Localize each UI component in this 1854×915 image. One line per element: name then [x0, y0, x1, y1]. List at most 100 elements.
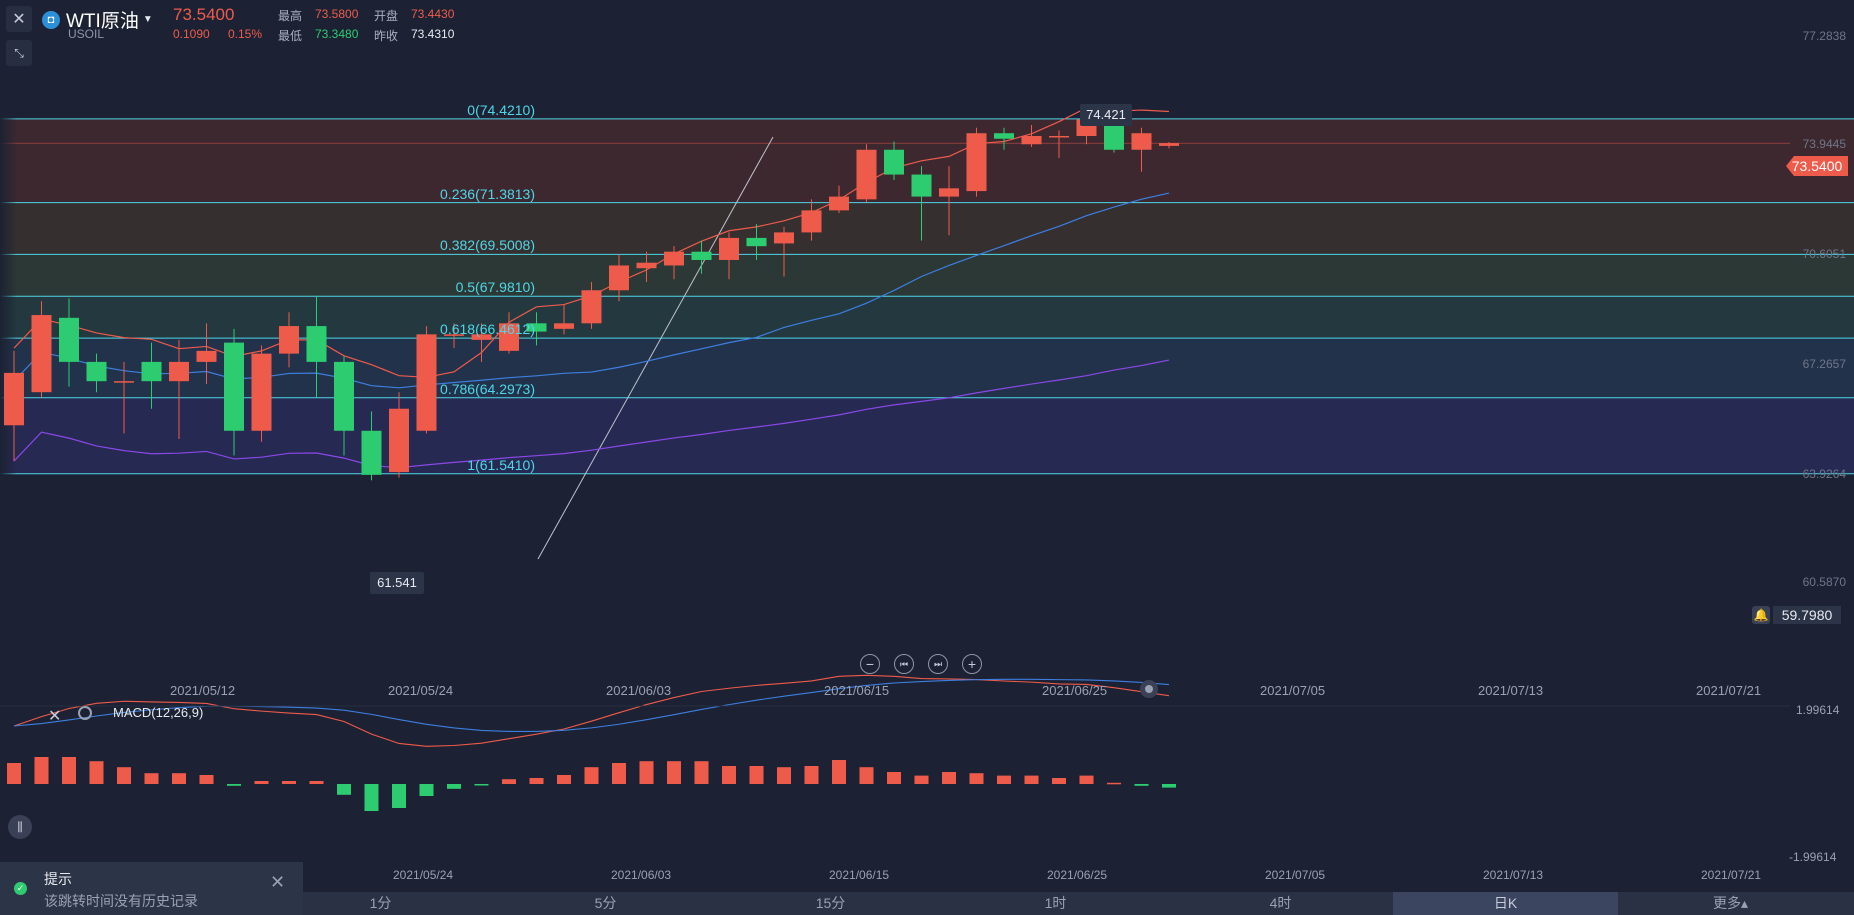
- timeframe-bar: 1分 5分 15分 1时 4时 日K 更多▴: [0, 892, 1854, 915]
- fib-trend-line: [537, 136, 774, 560]
- candle-body: [664, 251, 684, 266]
- timeframe-tab[interactable]: 1时: [1044, 895, 1067, 911]
- timeframe-tab[interactable]: 4时: [1269, 895, 1292, 911]
- indicator-tool-icon[interactable]: ⫼: [8, 815, 32, 839]
- candle-body: [334, 361, 354, 431]
- macd-histogram-bar: [914, 775, 929, 784]
- low-marker-text: 61.541: [377, 575, 417, 590]
- zoom-out-button[interactable]: −: [860, 654, 880, 674]
- macd-histogram-bar: [584, 767, 599, 784]
- timeframe-tab[interactable]: 1分: [369, 895, 392, 911]
- zoom-controls: − ⏮ ⏭ +: [860, 654, 982, 674]
- candle-body: [884, 149, 904, 175]
- fib-label: 0.236(71.3813): [440, 185, 535, 202]
- price-change: 0.1090: [173, 27, 210, 41]
- candle-body: [114, 381, 134, 383]
- timeframe-tab[interactable]: 15分: [815, 895, 846, 911]
- toast-message: 该跳转时间没有历史记录: [44, 893, 198, 909]
- macd-histogram-bar: [667, 761, 681, 784]
- fullscreen-toggle-button[interactable]: ⤡: [6, 40, 32, 66]
- date-label: 2021/05/12: [170, 683, 236, 698]
- fib-label: 0.786(64.2973): [440, 380, 535, 397]
- macd-histogram-bar: [364, 784, 379, 811]
- symbol-code: USOIL: [68, 27, 105, 41]
- macd-histogram-bar: [529, 778, 544, 784]
- macd-histogram-bar: [392, 784, 406, 808]
- zoom-in-button[interactable]: +: [962, 654, 982, 674]
- macd-close-icon[interactable]: ✕: [48, 708, 62, 725]
- candle-body: [994, 133, 1014, 139]
- macd-histogram-bar: [1107, 782, 1121, 785]
- open-value: 73.4430: [411, 7, 455, 21]
- candle-body: [1049, 135, 1069, 138]
- fib-label: 0.618(66.4612): [440, 321, 535, 338]
- high-marker: 74.421: [1080, 104, 1132, 126]
- candle-body: [1159, 143, 1179, 146]
- macd-histogram-bar: [474, 784, 489, 786]
- macd-histogram-bar: [749, 766, 764, 784]
- price-axis-label: 73.9445: [1802, 137, 1846, 151]
- macd-histogram-bar: [1052, 778, 1066, 784]
- success-check-icon: ✓: [14, 882, 27, 895]
- timeframe-tab[interactable]: 更多▴: [1712, 895, 1749, 911]
- timeframe-tab[interactable]: 5分: [594, 895, 617, 911]
- macd-histogram-bar: [117, 767, 131, 784]
- fib-label: 0(74.4210): [467, 101, 535, 118]
- candle-body: [416, 334, 437, 431]
- macd-histogram-bar: [942, 772, 956, 784]
- macd-histogram-bar: [7, 763, 21, 784]
- scroll-to-end-button[interactable]: ⏭: [928, 654, 948, 674]
- macd-histogram-bar: [62, 757, 76, 784]
- close-button[interactable]: ✕: [6, 6, 32, 32]
- alert-price-tag: 59.7980: [1773, 606, 1841, 624]
- current-price-text: 73.5400: [1791, 158, 1843, 174]
- macd-date-label: 2021/07/13: [1483, 868, 1544, 882]
- chart-canvas[interactable]: [0, 0, 1854, 892]
- alert-bell-icon[interactable]: 🔔: [1752, 606, 1770, 624]
- macd-settings-icon[interactable]: [78, 706, 92, 720]
- candle-body: [856, 149, 877, 200]
- fibonacci-bands: [0, 118, 1854, 475]
- fib-band: [0, 338, 1854, 398]
- scroll-to-start-button[interactable]: ⏮: [894, 654, 914, 674]
- candle-body: [169, 361, 189, 382]
- candle-body: [499, 323, 519, 351]
- candle-body: [801, 210, 822, 233]
- candle-body: [1021, 135, 1042, 145]
- macd-histogram-bar: [1024, 775, 1039, 784]
- symbol-name: WTI原油: [66, 11, 139, 32]
- macd-axis-bottom: -1.99614: [1789, 850, 1837, 864]
- date-label: 2021/05/24: [388, 683, 454, 698]
- candle-body: [86, 361, 107, 382]
- date-label: 2021/07/21: [1696, 683, 1762, 698]
- candle-body: [939, 188, 959, 197]
- left-fade: [0, 0, 140, 560]
- timeframe-tab[interactable]: 日K: [1393, 892, 1618, 915]
- price-axis-label: 70.6051: [1802, 247, 1846, 261]
- candle-body: [444, 334, 464, 336]
- candle-body: [966, 133, 987, 192]
- macd-histogram-bar: [612, 763, 626, 784]
- candle-body: [4, 372, 24, 426]
- macd-histogram-bar: [282, 781, 296, 784]
- toast-close-icon[interactable]: ✕: [270, 872, 286, 892]
- macd-date-label: 2021/07/05: [1265, 868, 1326, 882]
- candle-body: [59, 317, 79, 362]
- candle-body: [279, 326, 299, 354]
- macd-histogram-bar: [832, 760, 846, 784]
- macd-histogram-bar: [254, 781, 269, 784]
- toast-notification: ✓ 提示 该跳转时间没有历史记录 ✕: [0, 862, 303, 915]
- macd-axis-top: 1.99614: [1796, 703, 1840, 717]
- reset-position-icon[interactable]: [1140, 680, 1158, 698]
- macd-histogram-bar: [89, 761, 104, 784]
- candle-body: [526, 323, 547, 332]
- header: ✕ ⤡ ◘ WTI原油 ▼ USOIL 73.5400 0.1090 0.15%…: [0, 0, 1854, 66]
- candle-body: [691, 251, 712, 260]
- symbol-selector[interactable]: WTI原油 ▼: [66, 6, 153, 33]
- macd-date-label: 2021/07/21: [1701, 868, 1762, 882]
- price-axis-label: 60.5870: [1802, 575, 1846, 589]
- date-label: 2021/06/03: [606, 683, 672, 698]
- fib-band: [0, 254, 1854, 297]
- candle-body: [141, 361, 162, 382]
- candle-body: [554, 323, 574, 329]
